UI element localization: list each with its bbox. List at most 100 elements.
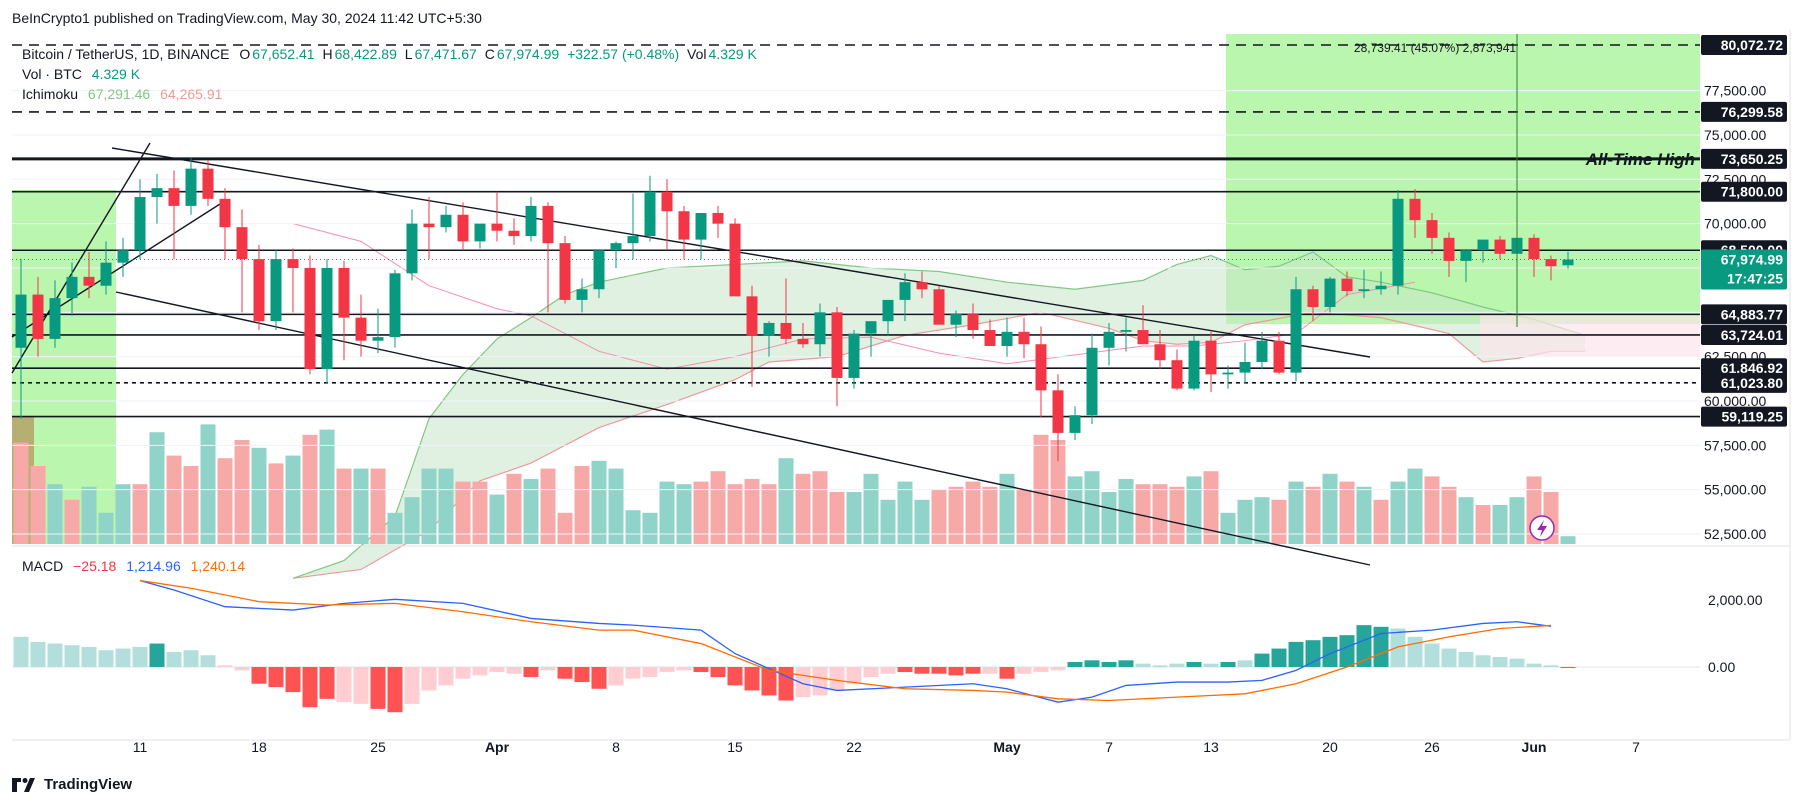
volume-bar (965, 481, 981, 544)
candle (746, 285, 758, 387)
time-tick: 22 (846, 739, 862, 755)
volume-bar (1152, 484, 1168, 544)
macd-hist-bar (812, 667, 828, 696)
macd-hist-bar (47, 643, 63, 667)
candle (83, 252, 95, 299)
tradingview-logo[interactable]: TradingView (12, 776, 132, 793)
ath-annotation: All-Time High (1585, 150, 1695, 169)
candle-body (967, 314, 979, 331)
candle-body (610, 243, 622, 251)
candle (695, 212, 707, 260)
countdown-text: 17:47:25 (1727, 271, 1783, 287)
volume-bar (778, 458, 794, 544)
macd-hist-bar (591, 667, 607, 689)
ichimoku-span-a-value: 67,291.46 (87, 86, 151, 102)
candle (1052, 374, 1064, 462)
macd-hist-bar (523, 667, 539, 678)
level-price-label: 61,023.80 (1701, 372, 1787, 393)
macd-hist-bar (1492, 656, 1508, 667)
legend-ichimoku-row[interactable]: Ichimoku 67,291.46 64,265.91 (22, 84, 757, 104)
candle-body (236, 227, 248, 260)
candle-body (1494, 239, 1506, 254)
level-label-text: 80,072.72 (1721, 37, 1783, 53)
candle-body (916, 282, 928, 290)
macd-hist-bar (200, 655, 216, 667)
candle (797, 322, 809, 348)
volume-bar (1305, 486, 1321, 544)
candle (1086, 333, 1098, 425)
candle (1171, 349, 1183, 391)
macd-hist-bar (1305, 640, 1321, 667)
candle (168, 170, 180, 260)
candle-body (763, 322, 775, 336)
level-price-label: 73,650.25 (1701, 148, 1787, 169)
volume-bar (693, 481, 709, 544)
candle (372, 308, 384, 354)
current-price-label: 67,974.99 17:47:25 (1701, 249, 1787, 290)
candle (1409, 189, 1421, 238)
candle-body (491, 223, 503, 231)
symbol-title[interactable]: Bitcoin / TetherUS, 1D, BINANCE (22, 46, 230, 62)
macd-hist-bar (897, 667, 913, 673)
volume-bar (1356, 486, 1372, 544)
volume-bar (1492, 505, 1508, 544)
candle (729, 218, 741, 297)
volume-bar (1067, 476, 1083, 544)
macd-tick: 0.00 (1708, 659, 1735, 675)
candle (202, 159, 214, 206)
macd-hist-bar (1135, 663, 1151, 667)
macd-hist-bar (1526, 663, 1542, 667)
candle-body (389, 273, 401, 338)
volume-bar (999, 473, 1015, 544)
candle (865, 321, 877, 357)
macd-line (139, 579, 1552, 703)
legend-volume-row[interactable]: Vol · BTC 4.329 K (22, 64, 757, 84)
candle (117, 237, 129, 277)
macd-hist-bar (948, 667, 964, 676)
macd-legend[interactable]: MACD −25.18 1,214.96 1,240.14 (22, 558, 245, 574)
volume-bar (931, 489, 947, 544)
macd-hist-bar (285, 667, 301, 693)
candle-body (100, 262, 112, 286)
candle-body (1460, 250, 1472, 261)
volume-bar (1169, 486, 1185, 544)
candle-body (1222, 372, 1234, 375)
macd-hist-bar (1203, 663, 1219, 667)
volume-bar (948, 486, 964, 544)
candle-body (134, 197, 146, 251)
volume-bar (421, 468, 437, 544)
macd-hist-bar (1050, 667, 1066, 671)
macd-hist-bar (183, 650, 199, 667)
macd-hist-bar (965, 667, 981, 674)
candle-body (593, 250, 605, 290)
level-price-label: 64,883.77 (1701, 304, 1787, 325)
macd-hist-bar (421, 667, 437, 691)
candle (763, 321, 775, 357)
volume-bar (438, 468, 454, 544)
macd-line-value: 1,214.96 (126, 558, 181, 574)
candle (270, 250, 282, 331)
candle (304, 255, 316, 375)
candle-body (1528, 237, 1540, 260)
macd-hist-bar (438, 667, 454, 686)
candle-body (1154, 344, 1166, 361)
candle (236, 209, 248, 313)
candle (1341, 271, 1353, 297)
candle (780, 278, 792, 345)
macd-hist-bar (710, 667, 726, 678)
macd-hist-bar (1288, 641, 1304, 667)
candle-body (746, 296, 758, 336)
candle-body (32, 294, 44, 339)
candle (1392, 189, 1404, 295)
candle-body (372, 337, 384, 341)
level-label-box (1701, 35, 1787, 55)
macd-hist-bar (353, 667, 369, 704)
macd-hist-bar (1543, 665, 1559, 667)
macd-hist-bar (115, 648, 131, 667)
volume-series-value: 4.329 K (91, 66, 141, 82)
macd-hist-bar (1169, 663, 1185, 667)
candle-body (202, 168, 214, 199)
candle-body (712, 212, 724, 224)
candle (1443, 232, 1455, 277)
